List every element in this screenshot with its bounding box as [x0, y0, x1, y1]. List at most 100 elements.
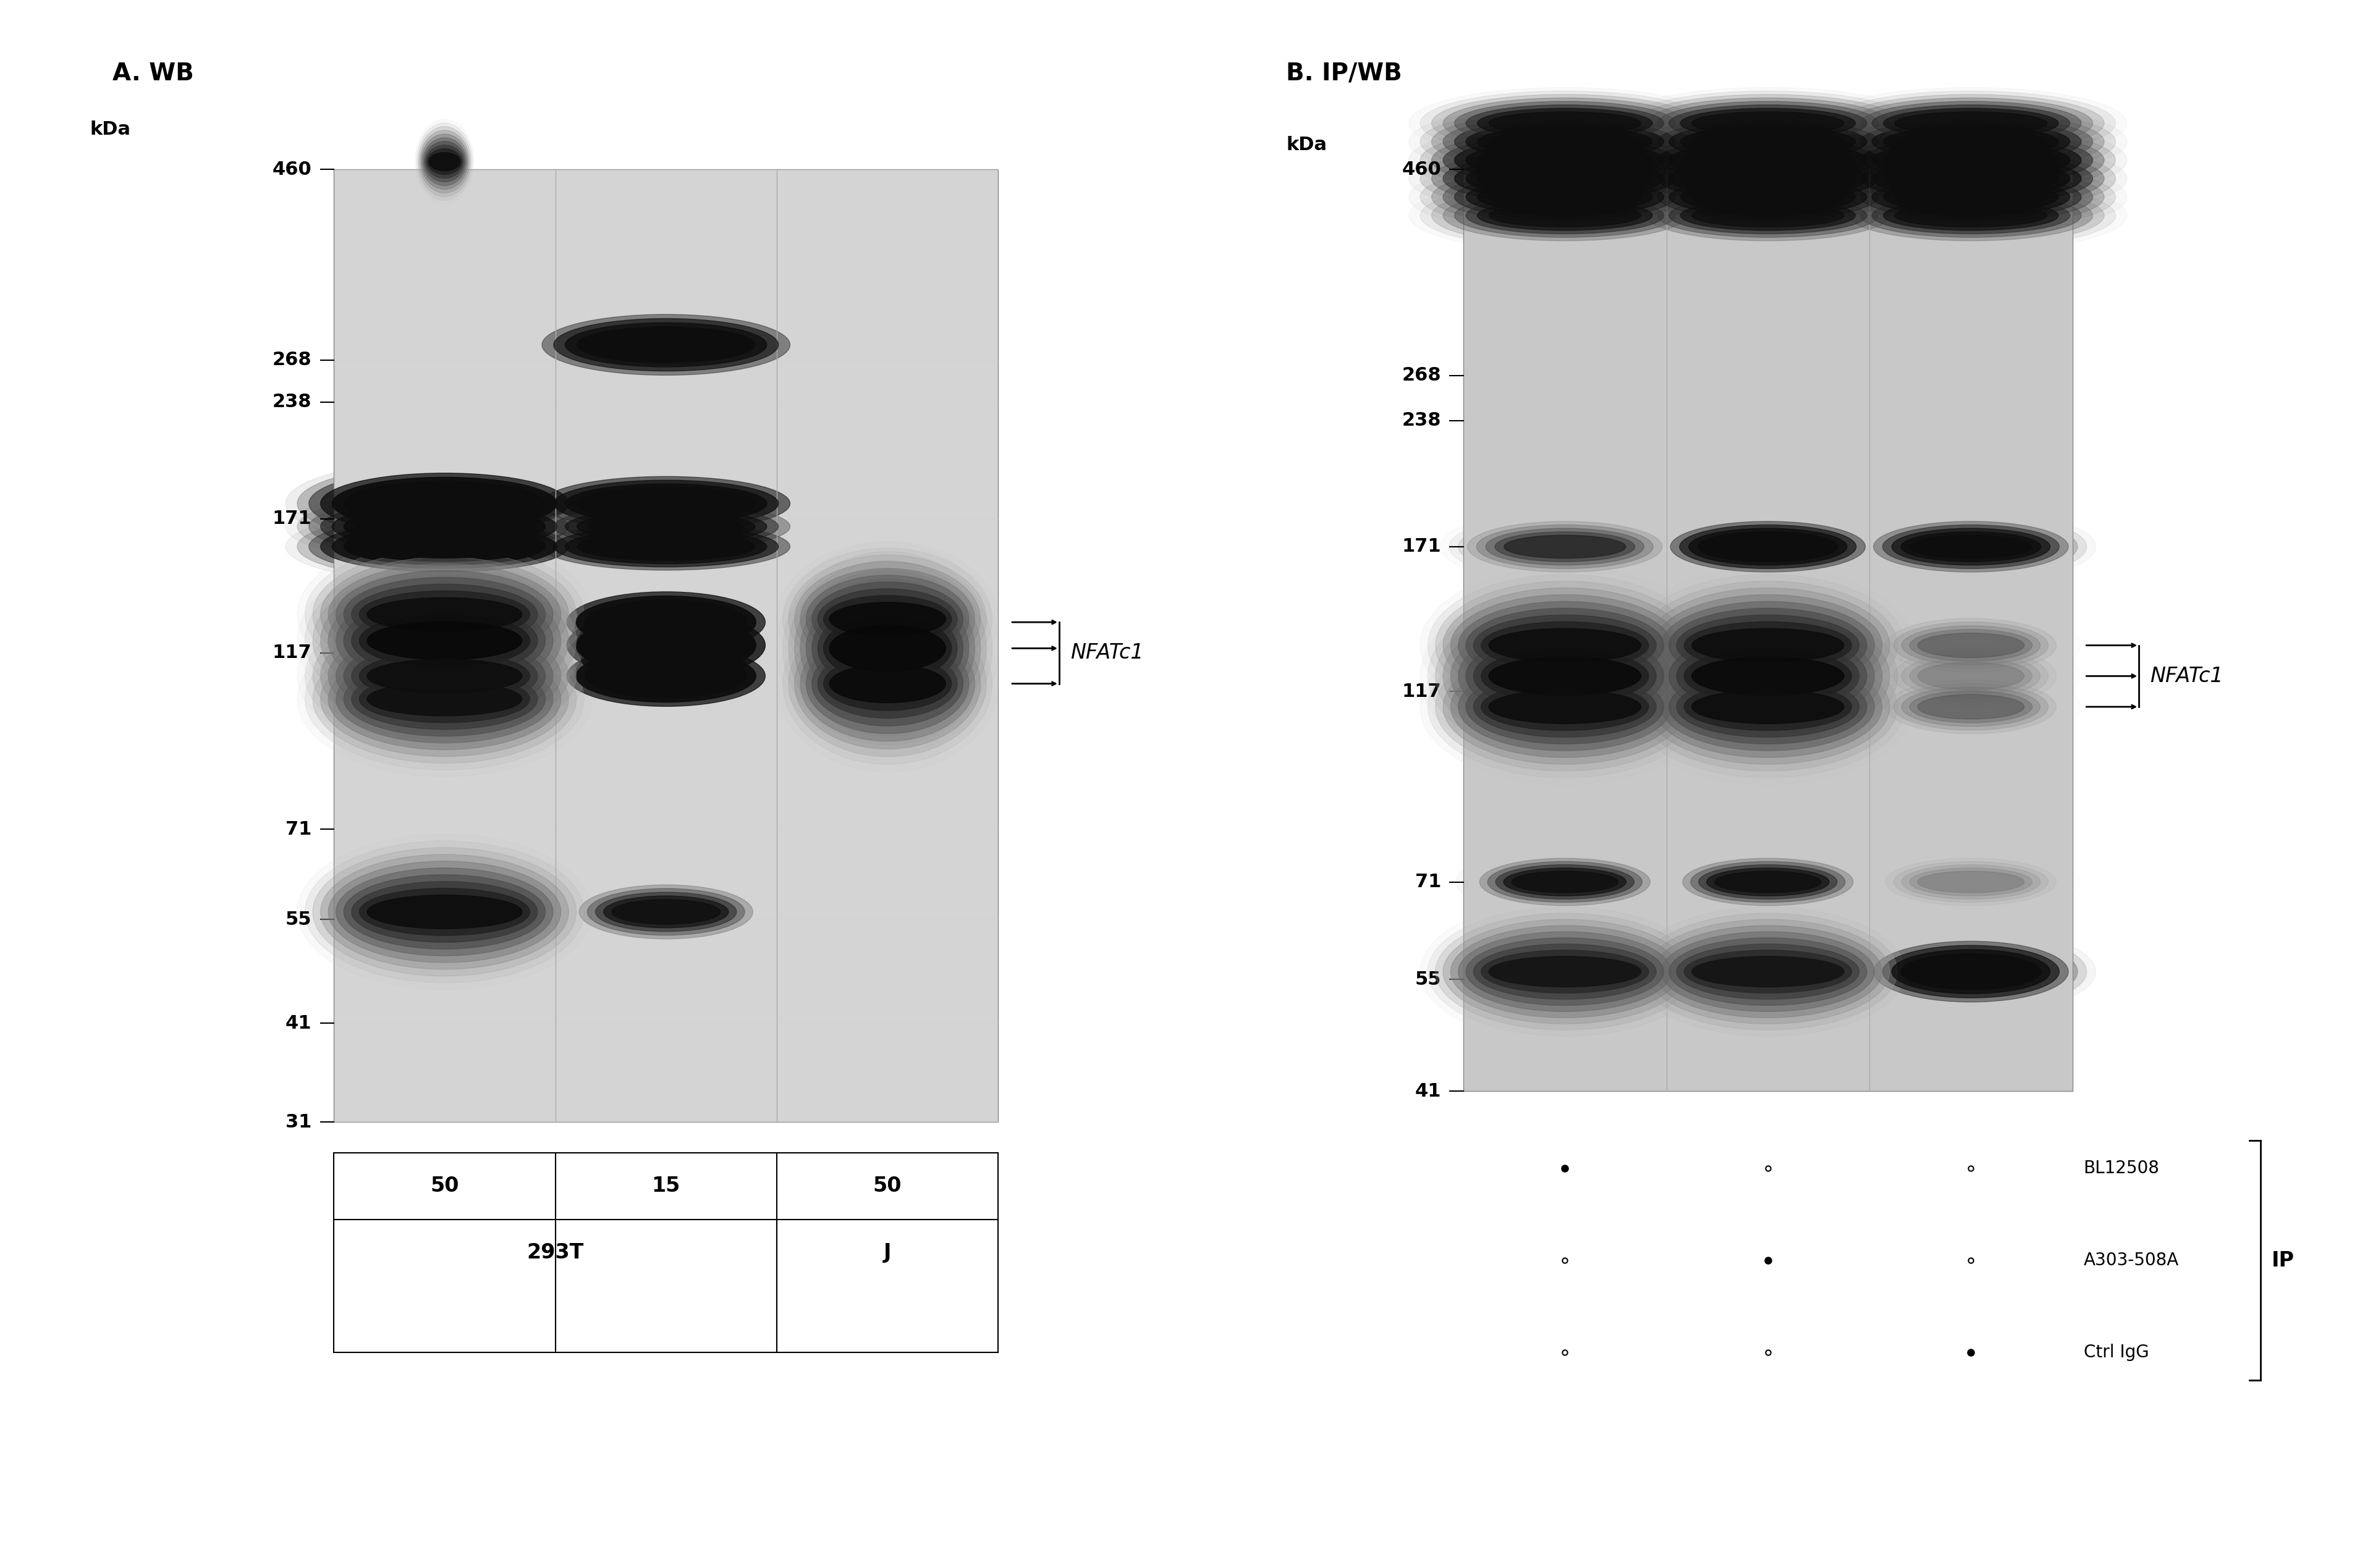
Ellipse shape — [1680, 146, 1856, 176]
Ellipse shape — [1882, 946, 2060, 997]
Ellipse shape — [1647, 919, 1889, 1024]
Ellipse shape — [1488, 204, 1642, 227]
Ellipse shape — [1860, 157, 2081, 201]
Ellipse shape — [422, 138, 465, 185]
Ellipse shape — [1910, 659, 2031, 695]
Ellipse shape — [358, 591, 529, 638]
Ellipse shape — [337, 869, 553, 956]
Ellipse shape — [1901, 654, 2041, 698]
Ellipse shape — [1431, 168, 1699, 226]
Ellipse shape — [1419, 629, 1709, 784]
Text: J: J — [883, 1242, 892, 1262]
Ellipse shape — [567, 591, 764, 652]
Ellipse shape — [1474, 944, 1656, 999]
Ellipse shape — [1455, 102, 1675, 146]
Ellipse shape — [1656, 157, 1879, 201]
Ellipse shape — [831, 665, 944, 702]
Ellipse shape — [1410, 124, 1720, 196]
Ellipse shape — [418, 122, 472, 201]
Ellipse shape — [1877, 641, 2065, 710]
Ellipse shape — [368, 682, 522, 717]
Ellipse shape — [1870, 673, 2072, 742]
Ellipse shape — [520, 497, 814, 557]
Ellipse shape — [508, 513, 826, 580]
Ellipse shape — [795, 561, 980, 676]
Ellipse shape — [1478, 108, 1652, 138]
Ellipse shape — [1849, 171, 2093, 223]
Ellipse shape — [1419, 183, 1709, 248]
Ellipse shape — [1815, 88, 2126, 158]
Ellipse shape — [1690, 528, 1846, 564]
Ellipse shape — [1429, 574, 1701, 717]
Ellipse shape — [1512, 872, 1618, 892]
Ellipse shape — [1680, 525, 1856, 569]
Ellipse shape — [800, 579, 975, 718]
Ellipse shape — [332, 477, 558, 530]
Ellipse shape — [1894, 168, 2048, 190]
Ellipse shape — [285, 491, 603, 563]
Ellipse shape — [1623, 146, 1913, 210]
Ellipse shape — [368, 659, 522, 693]
Ellipse shape — [565, 485, 766, 524]
Ellipse shape — [603, 895, 729, 928]
Ellipse shape — [1488, 956, 1642, 986]
Ellipse shape — [1647, 135, 1889, 185]
Ellipse shape — [1455, 119, 1675, 163]
Ellipse shape — [1410, 107, 1720, 177]
Ellipse shape — [541, 314, 790, 375]
Ellipse shape — [1894, 204, 2048, 227]
Ellipse shape — [1443, 649, 1687, 764]
Ellipse shape — [788, 555, 987, 684]
Text: 171: 171 — [1402, 538, 1440, 555]
Ellipse shape — [1901, 864, 2041, 898]
Ellipse shape — [1884, 201, 2057, 230]
Ellipse shape — [297, 834, 591, 989]
Ellipse shape — [1431, 187, 1699, 245]
Ellipse shape — [1481, 649, 1649, 702]
Ellipse shape — [1488, 149, 1642, 171]
Ellipse shape — [1891, 528, 2050, 564]
Ellipse shape — [351, 646, 539, 707]
Ellipse shape — [1894, 185, 2048, 209]
Ellipse shape — [529, 474, 802, 535]
Ellipse shape — [776, 541, 999, 696]
Ellipse shape — [1682, 858, 1853, 906]
Ellipse shape — [327, 626, 560, 726]
Ellipse shape — [572, 881, 762, 942]
Ellipse shape — [596, 892, 736, 931]
Ellipse shape — [1410, 88, 1720, 158]
Ellipse shape — [1685, 950, 1851, 993]
Ellipse shape — [1611, 124, 1925, 196]
Ellipse shape — [368, 535, 522, 558]
Ellipse shape — [577, 533, 755, 560]
Ellipse shape — [1637, 643, 1898, 771]
Ellipse shape — [1815, 162, 2126, 232]
Ellipse shape — [589, 491, 743, 516]
Ellipse shape — [1467, 160, 1663, 198]
Ellipse shape — [1481, 621, 1649, 670]
Ellipse shape — [1478, 127, 1652, 157]
Ellipse shape — [1891, 950, 2050, 994]
Ellipse shape — [1887, 681, 2055, 734]
Ellipse shape — [807, 633, 968, 734]
Ellipse shape — [1654, 655, 1882, 757]
Ellipse shape — [1635, 187, 1901, 245]
Ellipse shape — [1443, 97, 1687, 149]
Ellipse shape — [1654, 618, 1882, 734]
Text: NFATc1: NFATc1 — [1070, 643, 1144, 663]
Ellipse shape — [1611, 162, 1925, 232]
Ellipse shape — [1623, 629, 1913, 784]
Ellipse shape — [297, 494, 591, 558]
Ellipse shape — [565, 530, 766, 564]
Ellipse shape — [1623, 165, 1913, 229]
Ellipse shape — [1884, 127, 2057, 157]
Ellipse shape — [1443, 612, 1687, 742]
Text: 238: 238 — [1402, 412, 1440, 430]
Ellipse shape — [589, 331, 743, 359]
Ellipse shape — [558, 588, 774, 657]
Ellipse shape — [1827, 91, 2117, 155]
Ellipse shape — [1685, 649, 1851, 702]
Ellipse shape — [795, 569, 980, 726]
Ellipse shape — [1476, 525, 1654, 569]
Text: 460: 460 — [1402, 160, 1440, 179]
